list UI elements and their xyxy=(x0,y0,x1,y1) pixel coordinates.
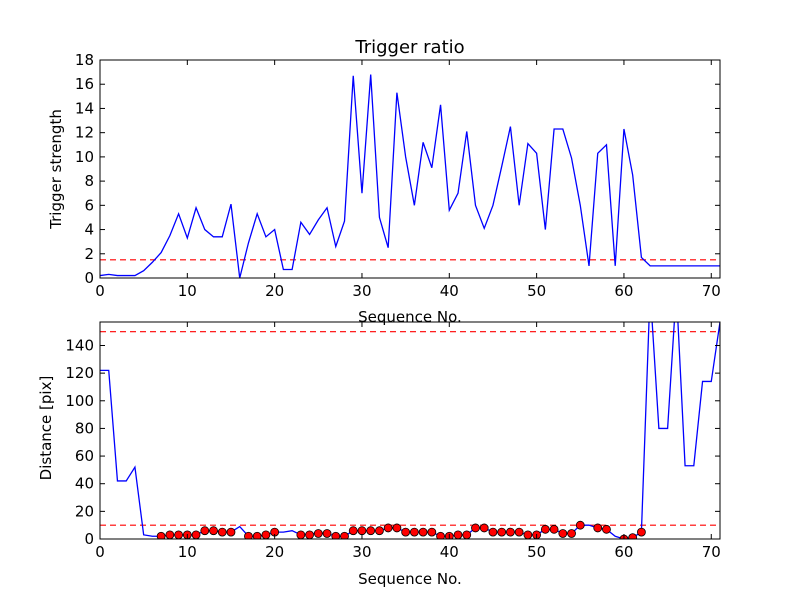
top-x-tick-label: 50 xyxy=(527,282,546,300)
top-x-axis-label: Sequence No. xyxy=(358,308,462,326)
bottom-x-tick-label: 10 xyxy=(178,543,197,561)
bottom-data-point xyxy=(549,524,559,534)
top-y-tick-label: 0 xyxy=(84,269,94,287)
bottom-data-point xyxy=(366,526,376,536)
bottom-data-point xyxy=(637,527,646,537)
bottom-y-tick-label: 120 xyxy=(65,364,94,382)
bottom-data-point xyxy=(506,527,515,537)
bottom-y-tick-label: 40 xyxy=(75,475,94,493)
bottom-data-point xyxy=(436,531,445,539)
bottom-data-point xyxy=(462,530,472,539)
bottom-y-tick-label: 100 xyxy=(65,392,94,410)
top-y-tick-label: 16 xyxy=(75,75,94,93)
bottom-data-point xyxy=(174,530,183,539)
bottom-data-point xyxy=(471,523,480,533)
bottom-data-point xyxy=(523,530,533,539)
bottom-data-point xyxy=(340,531,349,539)
bottom-data-point xyxy=(479,523,489,533)
top-y-tick-label: 2 xyxy=(84,245,94,263)
top-y-tick-label: 12 xyxy=(75,124,94,142)
bottom-data-point xyxy=(375,526,384,536)
bottom-y-tick-label: 0 xyxy=(84,530,94,548)
bottom-data-point xyxy=(252,531,262,539)
top-x-tick-label: 0 xyxy=(95,282,105,300)
bottom-x-tick-label: 70 xyxy=(702,543,721,561)
bottom-data-point xyxy=(244,531,253,539)
bottom-data-point xyxy=(575,520,585,530)
bottom-data-point xyxy=(409,527,419,537)
bottom-data-point xyxy=(348,526,358,536)
bottom-data-point xyxy=(383,523,393,533)
bottom-data-point xyxy=(156,531,166,539)
bottom-data-point xyxy=(296,530,306,539)
top-y-tick-label: 4 xyxy=(84,221,94,239)
bottom-y-tick-label: 60 xyxy=(75,447,94,465)
bottom-data-point xyxy=(427,527,437,537)
bottom-data-point xyxy=(558,529,568,538)
top-axes-frame xyxy=(99,59,721,279)
bottom-data-point xyxy=(418,527,428,537)
bottom-data-point xyxy=(191,530,201,539)
bottom-data-point xyxy=(602,524,611,534)
top-plot-area xyxy=(100,74,720,278)
top-x-tick-label: 20 xyxy=(265,282,284,300)
top-x-tick-label: 40 xyxy=(440,282,459,300)
bottom-data-point xyxy=(217,527,227,537)
bottom-y-tick-label: 80 xyxy=(75,419,94,437)
bottom-data-point xyxy=(453,530,463,539)
bottom-data-point xyxy=(540,524,550,534)
top-x-tick-label: 10 xyxy=(178,282,197,300)
bottom-y-axis-label: Distance [pix] xyxy=(37,376,55,481)
bottom-data-point xyxy=(628,533,638,539)
bottom-subplot: Sequence No. Distance [pix] 0 10 20 30 40 50 6… xyxy=(37,321,721,588)
top-y-tick-label: 14 xyxy=(75,99,94,117)
bottom-data-point xyxy=(497,527,507,537)
bottom-data-point xyxy=(305,530,314,539)
top-x-tick-label: 30 xyxy=(352,282,371,300)
bottom-x-tick-label: 20 xyxy=(265,543,284,561)
bottom-x-tick-label: 30 xyxy=(352,543,371,561)
bottom-y-tick-label: 20 xyxy=(75,502,94,520)
bottom-x-tick-label: 40 xyxy=(440,543,459,561)
top-x-tick-label: 70 xyxy=(702,282,721,300)
bottom-data-point xyxy=(357,526,367,536)
top-y-axis-label: Trigger strength xyxy=(47,109,65,230)
bottom-data-point xyxy=(313,529,323,538)
bottom-x-axis-label: Sequence No. xyxy=(358,570,462,588)
bottom-data-point xyxy=(488,527,498,537)
bottom-data-point xyxy=(200,526,210,536)
bottom-data-point xyxy=(593,523,603,533)
bottom-plot-area xyxy=(100,322,720,539)
bottom-x-tick-label: 60 xyxy=(614,543,633,561)
bottom-y-tick-label: 140 xyxy=(65,336,94,354)
bottom-data-point xyxy=(331,531,341,539)
bottom-x-tick-label: 0 xyxy=(95,543,105,561)
top-series-line-0 xyxy=(100,74,720,278)
top-subplot: Trigger ratio Sequence No. Trigger stren… xyxy=(47,37,721,326)
top-y-tick-label: 10 xyxy=(75,148,94,166)
top-y-tick-label: 6 xyxy=(84,196,94,214)
bottom-data-point xyxy=(401,527,411,537)
bottom-data-point xyxy=(226,527,236,537)
bottom-data-point xyxy=(392,523,402,533)
bottom-data-point xyxy=(514,527,524,537)
top-y-tick-label: 18 xyxy=(75,51,94,69)
top-chart-title: Trigger ratio xyxy=(354,37,464,58)
bottom-data-point xyxy=(209,526,218,536)
bottom-x-tick-label: 50 xyxy=(527,543,546,561)
bottom-data-point xyxy=(567,529,576,538)
top-x-tick-label: 60 xyxy=(614,282,633,300)
bottom-data-point xyxy=(261,530,271,539)
bottom-data-point xyxy=(165,530,175,539)
bottom-data-point xyxy=(322,529,332,538)
top-y-tick-label: 8 xyxy=(84,172,94,190)
bottom-axes-frame xyxy=(99,321,721,540)
